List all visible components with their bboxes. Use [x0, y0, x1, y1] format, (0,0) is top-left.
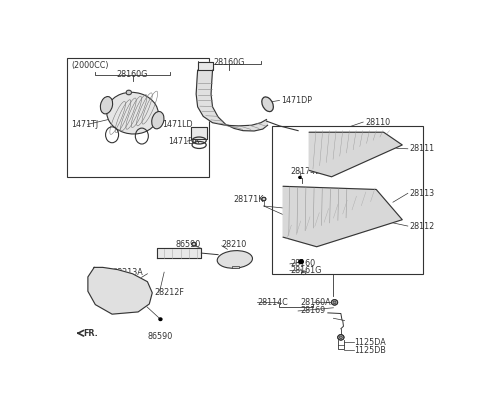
Circle shape [192, 242, 196, 246]
Polygon shape [196, 70, 267, 131]
Circle shape [192, 242, 196, 246]
Polygon shape [232, 266, 239, 268]
Text: 28161G: 28161G [290, 266, 321, 275]
Bar [67, 57, 209, 177]
Ellipse shape [107, 92, 158, 134]
Text: 28171K: 28171K [233, 195, 264, 204]
Circle shape [332, 300, 337, 305]
Text: 28114C: 28114C [257, 298, 288, 307]
Circle shape [338, 335, 344, 340]
Text: 28112: 28112 [410, 221, 435, 230]
Text: 86590: 86590 [175, 240, 201, 249]
Text: (2000CC): (2000CC) [71, 61, 108, 70]
Text: 86590: 86590 [148, 332, 173, 341]
Text: 1125DA: 1125DA [354, 338, 385, 347]
Circle shape [339, 336, 342, 339]
Polygon shape [88, 267, 152, 314]
Text: 28174D: 28174D [290, 166, 322, 176]
Circle shape [126, 90, 132, 95]
Circle shape [262, 197, 266, 201]
Polygon shape [198, 62, 213, 70]
Text: 28160G: 28160G [214, 57, 245, 66]
Polygon shape [157, 248, 202, 258]
Ellipse shape [152, 112, 164, 129]
Circle shape [126, 90, 132, 95]
Text: 1125DB: 1125DB [354, 346, 386, 355]
Text: 28110: 28110 [365, 118, 390, 126]
Circle shape [262, 197, 266, 201]
Circle shape [159, 318, 162, 320]
Text: 28113: 28113 [410, 189, 435, 198]
Text: 28169: 28169 [300, 306, 325, 316]
Circle shape [299, 176, 301, 178]
Polygon shape [309, 132, 402, 177]
Text: 28213A: 28213A [112, 268, 143, 277]
Text: 28160A: 28160A [300, 298, 331, 307]
Text: 28212F: 28212F [155, 288, 185, 297]
Text: 28160G: 28160G [117, 70, 148, 79]
Polygon shape [283, 186, 402, 247]
Circle shape [338, 335, 344, 340]
Text: 28210: 28210 [222, 240, 247, 249]
Ellipse shape [262, 97, 273, 112]
Text: 28111: 28111 [410, 144, 435, 153]
Ellipse shape [217, 251, 252, 268]
Bar [272, 126, 423, 274]
Text: 28160: 28160 [290, 259, 315, 268]
Text: 1471DR: 1471DR [168, 137, 200, 146]
Text: 1471LD: 1471LD [162, 120, 193, 129]
Circle shape [333, 301, 336, 304]
Circle shape [332, 300, 337, 305]
Circle shape [299, 260, 303, 263]
Ellipse shape [100, 97, 113, 114]
Polygon shape [192, 128, 207, 139]
Text: 1471TJ: 1471TJ [71, 120, 98, 129]
Text: 1471DP: 1471DP [281, 96, 312, 105]
Text: FR.: FR. [83, 329, 98, 338]
